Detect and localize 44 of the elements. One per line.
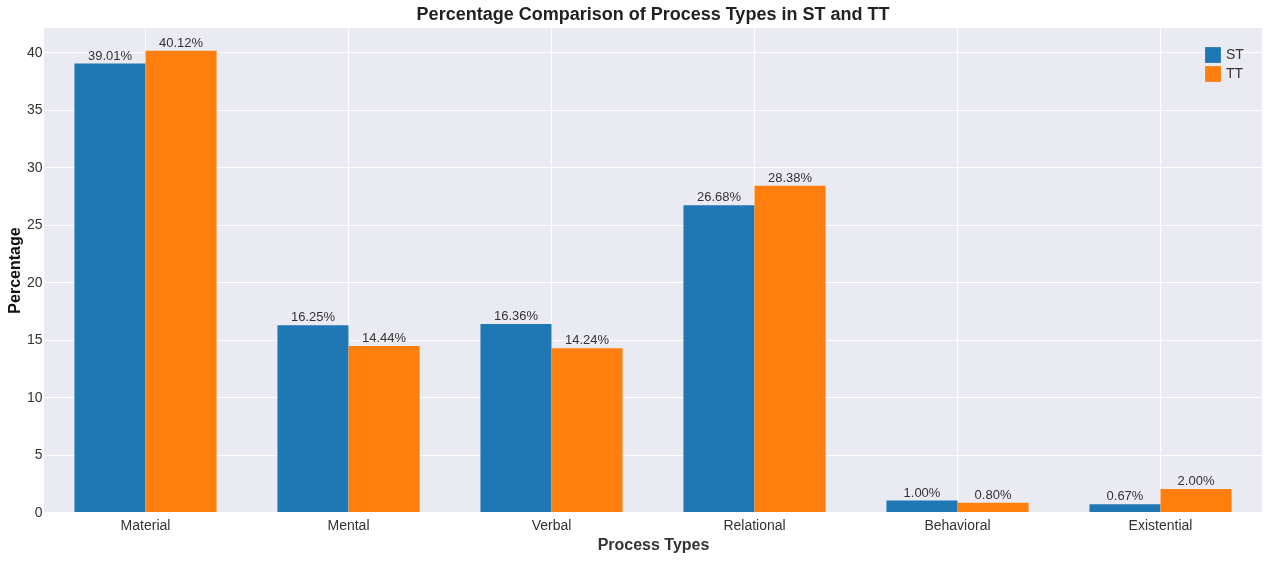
- chart-title: Percentage Comparison of Process Types in ST and TT: [416, 4, 890, 24]
- legend-label: ST: [1226, 46, 1245, 62]
- bar: [74, 63, 146, 512]
- data-label: 14.24%: [564, 332, 610, 348]
- data-label: 2.00%: [1177, 473, 1215, 489]
- x-tick-label: Mental: [327, 516, 370, 533]
- y-tick-label: 5: [34, 446, 43, 463]
- bar: [480, 323, 552, 512]
- x-tick-label: Material: [120, 516, 171, 533]
- y-tick-label: 20: [26, 273, 43, 290]
- data-label: 28.38%: [767, 169, 813, 185]
- bar: [886, 500, 958, 512]
- y-tick-label: 30: [26, 158, 43, 175]
- data-label: 14.44%: [361, 329, 407, 345]
- x-tick-label: Behavioral: [924, 516, 991, 533]
- bar: [551, 348, 623, 512]
- legend-label: TT: [1226, 65, 1244, 81]
- y-tick-label: 10: [26, 388, 43, 405]
- y-tick-label: 35: [26, 101, 43, 118]
- bar: [683, 205, 755, 512]
- y-tick-label: 40: [26, 43, 43, 60]
- data-label: 0.67%: [1106, 488, 1144, 504]
- data-label: 39.01%: [87, 47, 133, 63]
- data-label: 0.80%: [974, 486, 1012, 502]
- bar: [1089, 504, 1161, 512]
- bar: [145, 50, 217, 512]
- data-label: 16.36%: [493, 307, 539, 323]
- y-tick-label: 25: [26, 216, 43, 233]
- data-label: 16.25%: [290, 309, 336, 325]
- bar: [1160, 489, 1232, 512]
- y-tick-label: 15: [26, 331, 43, 348]
- data-label: 40.12%: [158, 34, 204, 50]
- bar: [348, 345, 420, 512]
- data-label: 1.00%: [903, 484, 941, 500]
- bar: [277, 325, 349, 512]
- y-axis-title: Percentage: [5, 227, 23, 314]
- bar: [957, 502, 1029, 512]
- y-tick-label: 0: [34, 503, 43, 520]
- x-tick-label: Relational: [723, 516, 786, 533]
- data-label: 26.68%: [696, 189, 742, 205]
- x-tick-label: Existential: [1128, 516, 1193, 533]
- x-tick-label: Verbal: [531, 516, 572, 533]
- x-axis-title: Process Types: [597, 535, 710, 553]
- bar: [754, 185, 826, 512]
